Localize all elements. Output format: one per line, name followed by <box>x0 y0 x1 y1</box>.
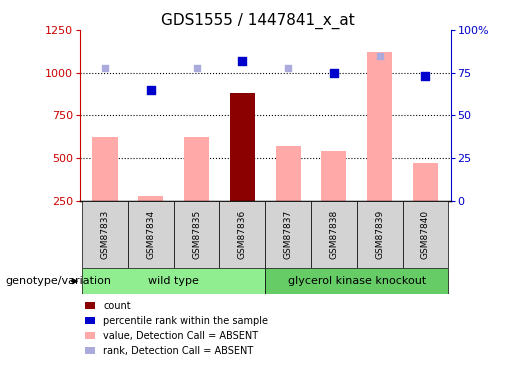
Text: GSM87835: GSM87835 <box>192 210 201 259</box>
Text: GSM87838: GSM87838 <box>330 210 338 259</box>
Bar <box>311 201 357 268</box>
Text: GDS1555 / 1447841_x_at: GDS1555 / 1447841_x_at <box>161 13 354 29</box>
Point <box>284 64 292 70</box>
Point <box>421 73 430 79</box>
Text: wild type: wild type <box>148 276 199 286</box>
Text: GSM87833: GSM87833 <box>100 210 110 259</box>
Bar <box>230 93 255 201</box>
Bar <box>219 201 265 268</box>
Bar <box>357 201 403 268</box>
Text: rank, Detection Call = ABSENT: rank, Detection Call = ABSENT <box>103 346 253 355</box>
Text: value, Detection Call = ABSENT: value, Detection Call = ABSENT <box>103 331 258 340</box>
Text: GSM87839: GSM87839 <box>375 210 384 259</box>
Bar <box>265 201 311 268</box>
Point <box>375 53 384 58</box>
Bar <box>403 201 449 268</box>
Bar <box>138 196 163 201</box>
Bar <box>367 52 392 201</box>
Point <box>238 58 247 64</box>
Bar <box>92 138 117 201</box>
Bar <box>276 146 301 201</box>
Point <box>147 87 155 93</box>
Point <box>193 64 201 70</box>
Bar <box>174 201 219 268</box>
Text: GSM87836: GSM87836 <box>238 210 247 259</box>
Text: GSM87834: GSM87834 <box>146 210 156 259</box>
Bar <box>128 201 174 268</box>
Text: count: count <box>103 301 131 310</box>
Bar <box>413 163 438 201</box>
Bar <box>321 151 347 201</box>
Text: GSM87840: GSM87840 <box>421 210 430 259</box>
Bar <box>82 201 128 268</box>
Text: glycerol kinase knockout: glycerol kinase knockout <box>288 276 426 286</box>
Bar <box>184 138 209 201</box>
Text: percentile rank within the sample: percentile rank within the sample <box>103 316 268 326</box>
Bar <box>82 268 265 294</box>
Point <box>330 70 338 76</box>
Bar <box>265 268 449 294</box>
Text: genotype/variation: genotype/variation <box>5 276 111 285</box>
Point <box>101 64 109 70</box>
Text: GSM87837: GSM87837 <box>284 210 293 259</box>
